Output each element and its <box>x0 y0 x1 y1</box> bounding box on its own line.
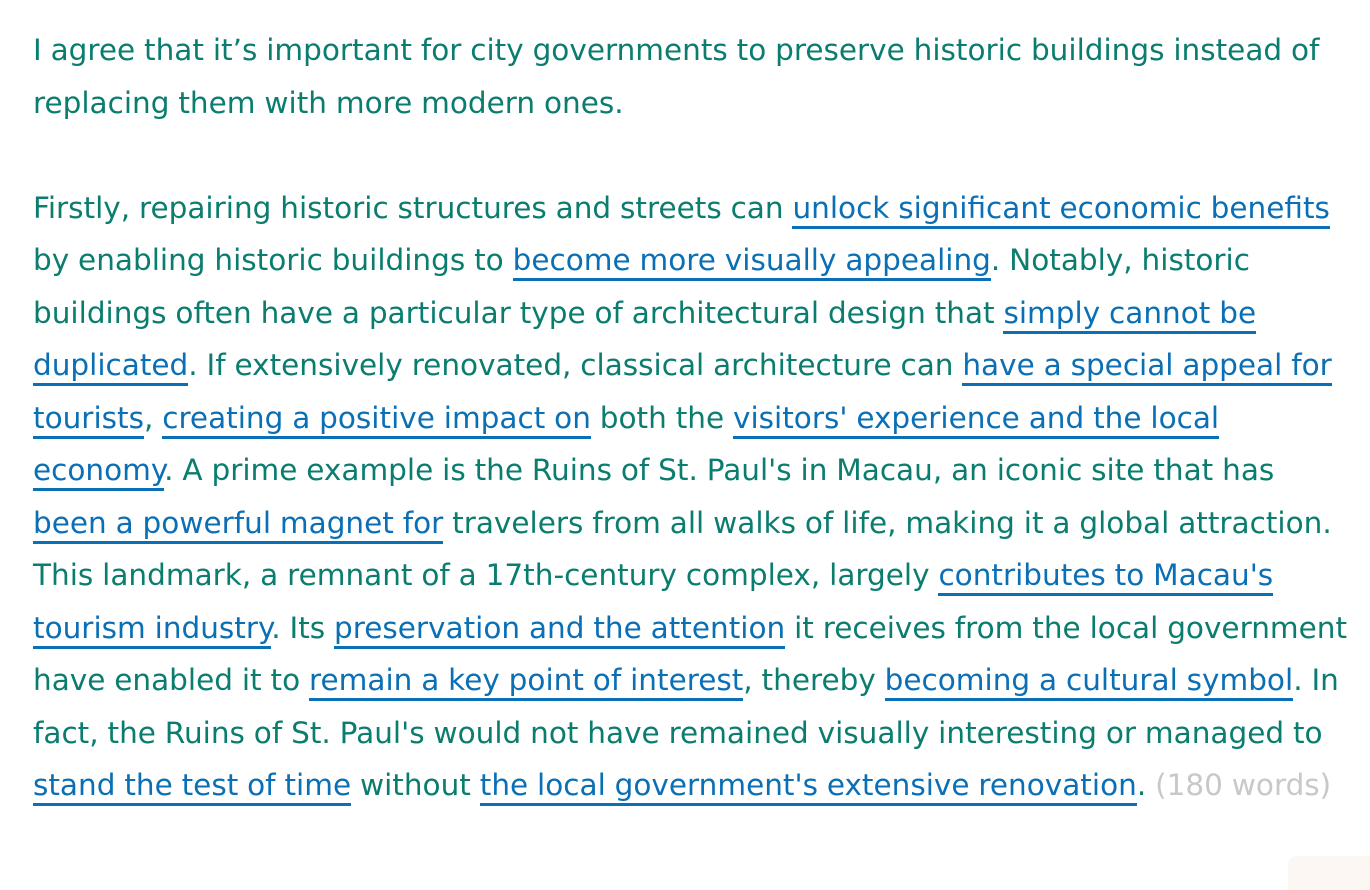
body-text: both the <box>590 400 733 435</box>
highlighted-phrase[interactable]: the local government's extensive renovat… <box>479 768 1137 806</box>
body-text: . Notably, historic buildings often have… <box>33 243 1250 330</box>
body-text: by enabling historic buildings to <box>33 243 513 277</box>
body-text: , thereby <box>743 663 885 697</box>
body-text: . <box>1136 768 1156 802</box>
body-text: . A prime example is the Ruins of St. Pa… <box>164 453 1275 487</box>
highlighted-phrase[interactable]: become more visually appealing <box>512 243 991 281</box>
word-count: (180 words) <box>1155 768 1332 802</box>
body-text: . Its <box>271 610 335 645</box>
highlighted-phrase[interactable]: remain a key point of interest <box>309 663 744 701</box>
body-text: without <box>351 768 480 802</box>
highlighted-phrase[interactable]: been a powerful magnet for <box>33 505 444 544</box>
body-text: Firstly, repairing historic structures a… <box>33 190 793 225</box>
corner-widget[interactable] <box>1288 856 1370 890</box>
body-paragraph: Firstly, repairing historic structures a… <box>33 182 1348 812</box>
highlighted-phrase[interactable]: visitors' experience and the local econo… <box>33 400 1220 491</box>
highlighted-phrase[interactable]: preservation and the attention <box>334 610 786 649</box>
highlighted-phrase[interactable]: unlock significant economic benefits <box>792 190 1330 229</box>
highlighted-phrase[interactable]: contributes to Macau's tourism industry <box>33 558 1274 649</box>
highlighted-phrase[interactable]: have a special appeal for tourists <box>33 348 1332 439</box>
highlighted-phrase[interactable]: becoming a cultural symbol <box>884 663 1294 701</box>
essay-text: I agree that it’s important for city gov… <box>33 24 1348 812</box>
highlighted-phrase[interactable]: creating a positive impact on <box>162 400 591 439</box>
body-text: , <box>143 400 163 435</box>
body-text: . In fact, the Ruins of St. Paul's would… <box>33 663 1339 750</box>
body-text: travelers from all walks of life, making… <box>33 505 1332 593</box>
highlighted-phrase[interactable]: stand the test of time <box>33 768 352 806</box>
highlighted-phrase[interactable]: simply cannot be duplicated <box>33 295 1257 386</box>
body-text: it receives from the local government ha… <box>33 610 1348 698</box>
intro-paragraph: I agree that it’s important for city gov… <box>33 33 1320 120</box>
body-text: . If extensively renovated, classical ar… <box>188 348 963 382</box>
